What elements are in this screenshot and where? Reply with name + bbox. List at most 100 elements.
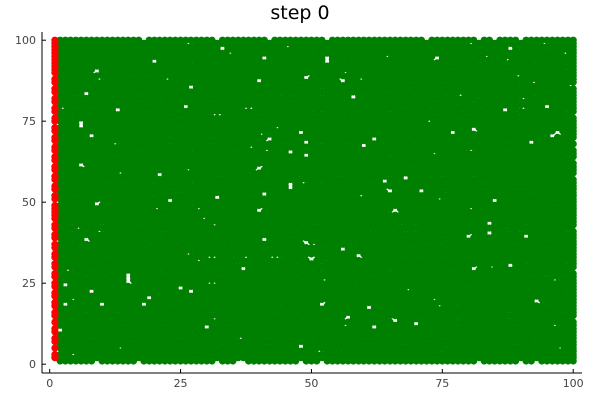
point-green [98, 137, 106, 145]
point-green [93, 72, 101, 80]
point-green [72, 273, 80, 281]
point-green [114, 312, 122, 320]
scatter-points [51, 36, 577, 365]
point-green [108, 279, 117, 287]
point-green [108, 143, 117, 151]
point-green [108, 237, 117, 245]
point-green [82, 240, 90, 248]
point-green [82, 166, 90, 174]
point-green [93, 36, 101, 44]
point-green [124, 231, 132, 239]
point-green [103, 276, 111, 284]
point-green [77, 166, 85, 174]
point-green [88, 302, 96, 310]
point-green [114, 321, 122, 329]
point-green [61, 52, 69, 61]
point-green [61, 269, 69, 278]
point-green [72, 354, 80, 362]
point-green [98, 224, 106, 232]
point-green [61, 305, 69, 313]
point-green [72, 137, 80, 145]
point-green [93, 56, 101, 64]
point-green [103, 182, 111, 190]
point-green [119, 347, 127, 355]
point-green [61, 263, 69, 271]
point-green [98, 305, 106, 313]
point-green [124, 334, 132, 342]
point-green [56, 273, 64, 281]
point-green [103, 36, 111, 44]
point-green [119, 36, 127, 44]
point-green [61, 62, 69, 70]
point-green [67, 240, 75, 248]
point-green [61, 107, 69, 116]
point-green [88, 292, 96, 300]
point-green [88, 269, 96, 278]
point-green [56, 350, 64, 359]
point-green [119, 120, 127, 128]
point-green [93, 334, 101, 342]
point-green [88, 240, 96, 248]
point-green [61, 72, 69, 80]
point-green [82, 331, 90, 339]
point-green [72, 195, 80, 203]
point-green [82, 312, 90, 320]
point-green [119, 127, 127, 135]
point-green [114, 101, 122, 109]
point-green [124, 357, 132, 365]
point-green [103, 198, 111, 206]
point-green [72, 299, 80, 307]
point-green [119, 182, 127, 190]
point-green [93, 256, 101, 265]
point-green [61, 36, 69, 44]
point-green [88, 347, 96, 355]
point-green [88, 137, 96, 145]
point-green [72, 227, 80, 235]
point-green [56, 240, 64, 248]
point-green [129, 341, 138, 349]
point-green [77, 188, 85, 197]
point-green [72, 169, 80, 177]
point-green [114, 347, 122, 355]
point-green [98, 78, 106, 86]
point-green [103, 75, 111, 83]
point-green [56, 36, 64, 44]
point-green [72, 49, 80, 57]
point-green [119, 172, 127, 180]
point-green [67, 315, 75, 323]
point-green [82, 94, 90, 103]
point-green [82, 101, 90, 109]
point-green [72, 94, 80, 103]
chart-title: step 0 [270, 2, 330, 24]
point-green [103, 221, 111, 229]
point-green [124, 101, 132, 109]
point-green [108, 82, 117, 90]
point-green [124, 36, 132, 44]
point-green [56, 357, 64, 365]
point-green [77, 328, 85, 336]
point-green [93, 46, 101, 54]
point-green [119, 85, 127, 93]
point-green [98, 36, 106, 44]
point-green [98, 201, 106, 209]
point-green [77, 127, 85, 135]
point-green [56, 188, 64, 197]
point-green [103, 98, 111, 106]
point-green [72, 321, 80, 329]
point-green [114, 172, 122, 180]
point-green [72, 107, 80, 116]
point-green [67, 354, 75, 362]
point-green [93, 231, 101, 239]
point-green [82, 276, 90, 284]
point-green [61, 172, 69, 180]
point-green [61, 221, 69, 229]
point-green [77, 72, 85, 80]
point-green [103, 52, 111, 61]
point-green [129, 282, 138, 290]
point-green [124, 146, 132, 154]
point-green [67, 231, 75, 239]
point-green [108, 334, 117, 342]
point-green [77, 36, 85, 44]
